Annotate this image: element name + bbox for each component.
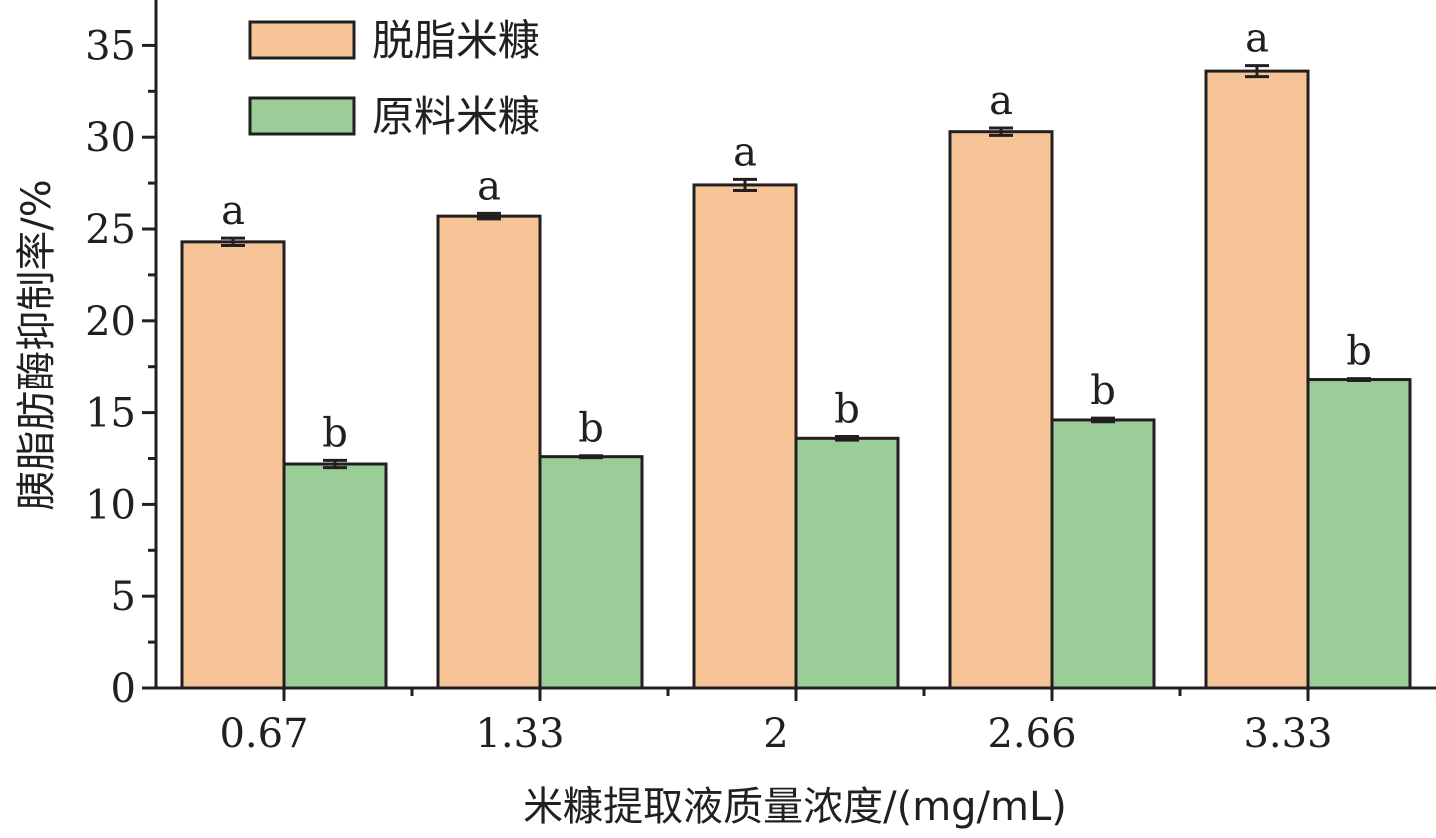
- x-tick-label: 1.33: [475, 711, 564, 757]
- significance-label: a: [477, 163, 501, 209]
- error-bars-layer: [221, 64, 1371, 470]
- bar-series-1-2.66: [948, 130, 1054, 690]
- legend-swatch-series-1: [248, 20, 356, 60]
- y-tick-label: 25: [85, 207, 136, 253]
- y-tick-label: 35: [85, 23, 136, 69]
- y-ticks-layer: 0 5 10 15 20 25 30 35: [85, 23, 156, 712]
- significance-label: b: [1346, 329, 1372, 375]
- significance-label: a: [989, 78, 1013, 124]
- bar-series-2-1.33: [538, 455, 644, 690]
- legend-swatch-series-2: [248, 96, 356, 136]
- bars-layer: [180, 69, 1412, 690]
- y-tick-label: 10: [85, 482, 136, 528]
- bar-series-1-2: [692, 183, 798, 690]
- x-ticks-layer: 0.67 1.33 2 2.66 3.33: [219, 688, 1333, 757]
- bar-series-2-0.67: [282, 462, 388, 690]
- significance-label: b: [578, 406, 604, 452]
- bar-series-2-2: [794, 436, 900, 690]
- x-tick-label: 3.33: [1243, 711, 1332, 757]
- legend-label-series-1: 脱脂米糠: [372, 16, 540, 65]
- legend: 脱脂米糠 原料米糠: [248, 16, 540, 141]
- y-tick-label: 30: [85, 115, 136, 161]
- bar-series-2-3.33: [1306, 378, 1412, 690]
- y-tick-label: 20: [85, 299, 136, 345]
- x-tick-label: 0.67: [219, 711, 308, 757]
- significance-label: a: [1245, 16, 1269, 62]
- significance-label: a: [221, 188, 245, 234]
- x-tick-label: 2: [763, 711, 788, 757]
- legend-label-series-2: 原料米糠: [372, 92, 540, 141]
- y-tick-label: 0: [111, 666, 136, 712]
- y-tick-label: 15: [85, 391, 136, 437]
- y-axis-title: 胰脂肪酶抑制率/%: [14, 179, 60, 510]
- significance-label: b: [322, 410, 348, 456]
- bar-series-1-3.33: [1204, 69, 1310, 690]
- bar-series-1-1.33: [436, 214, 542, 690]
- x-tick-label: 2.66: [987, 711, 1076, 757]
- significance-label: b: [1090, 368, 1116, 414]
- significance-labels-layer: a b a b a b a b a b: [221, 16, 1372, 457]
- bar-series-2-2.66: [1050, 418, 1156, 690]
- significance-label: a: [733, 129, 757, 175]
- bar-series-1-0.67: [180, 240, 286, 690]
- y-tick-label: 5: [111, 574, 136, 620]
- significance-label: b: [834, 386, 860, 432]
- x-axis-title: 米糠提取液质量浓度/(mg/mL): [523, 784, 1067, 830]
